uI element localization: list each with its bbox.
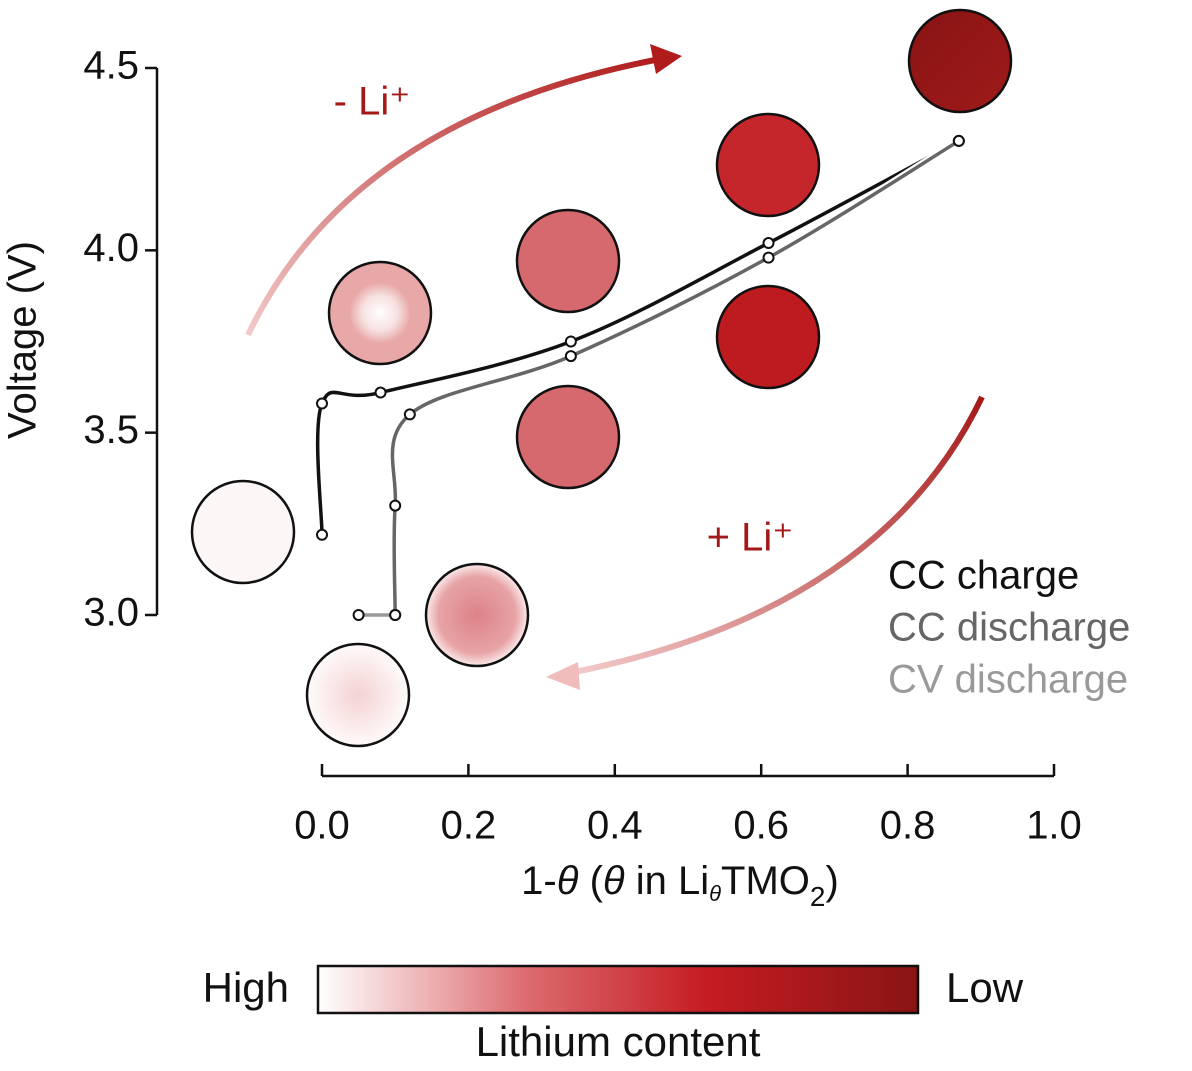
x-axis-label-part: 2 xyxy=(810,881,826,912)
x-tick-label: 0.8 xyxy=(880,804,936,848)
particle xyxy=(426,564,528,666)
x-tick-label: 0.0 xyxy=(294,804,350,848)
x-tick-label: 0.4 xyxy=(587,804,643,848)
y-axis-label: Voltage (V) xyxy=(1,241,45,439)
x-axis-label-part: in Li xyxy=(625,859,710,903)
particle xyxy=(717,114,819,216)
legend-label: CC discharge xyxy=(888,606,1130,650)
particle xyxy=(717,286,819,388)
x-axis-label-part: ) xyxy=(825,859,838,903)
y-tick-label: 3.5 xyxy=(83,408,139,452)
arrow-head xyxy=(546,662,580,690)
x-tick-label: 0.6 xyxy=(733,804,789,848)
annotation: - Li⁺ xyxy=(334,80,411,124)
x-axis-label: 1-θ (θ in LiθTMO2) xyxy=(521,859,839,912)
point xyxy=(566,337,576,347)
particle xyxy=(517,386,619,488)
point xyxy=(317,530,327,540)
line xyxy=(392,141,958,615)
legend-label: CV discharge xyxy=(888,658,1128,702)
y-tick-label: 4.5 xyxy=(83,44,139,88)
x-axis-label-part: θ xyxy=(603,859,625,903)
point xyxy=(954,136,964,146)
point xyxy=(764,253,774,263)
x-axis-label-part: θ xyxy=(709,881,721,906)
arrow-head xyxy=(650,44,682,74)
x-tick-label: 0.2 xyxy=(441,804,497,848)
x-tick-label: 1.0 xyxy=(1026,804,1082,848)
figure: Voltage (V) 1-θ (θ in LiθTMO2) - Li⁺ + L… xyxy=(0,0,1192,1071)
x-axis-label-part: TMO xyxy=(721,859,810,903)
colorbar-label: Low xyxy=(946,964,1024,1011)
annotation: + Li⁺ xyxy=(707,516,794,560)
y-tick-label: 4.0 xyxy=(83,226,139,270)
colorbar-title: Lithium content xyxy=(476,1018,761,1065)
particle xyxy=(307,644,409,746)
point xyxy=(376,388,386,398)
particle xyxy=(329,262,431,364)
point xyxy=(317,398,327,408)
y-tick-label: 3.0 xyxy=(83,591,139,635)
point xyxy=(566,351,576,361)
particle xyxy=(192,481,294,583)
legend-label: CC charge xyxy=(888,554,1079,598)
x-axis-label-part: θ xyxy=(557,859,579,903)
point xyxy=(764,238,774,248)
point xyxy=(390,501,400,511)
colorbar xyxy=(318,966,918,1013)
line-casing xyxy=(392,141,958,615)
point xyxy=(390,610,400,620)
colorbar-label: High xyxy=(203,964,289,1011)
particle xyxy=(909,10,1011,112)
particle xyxy=(517,210,619,312)
point xyxy=(354,610,364,620)
x-axis-label-part: ( xyxy=(578,859,603,903)
x-axis-label-part: 1- xyxy=(521,859,557,903)
point xyxy=(405,409,415,419)
